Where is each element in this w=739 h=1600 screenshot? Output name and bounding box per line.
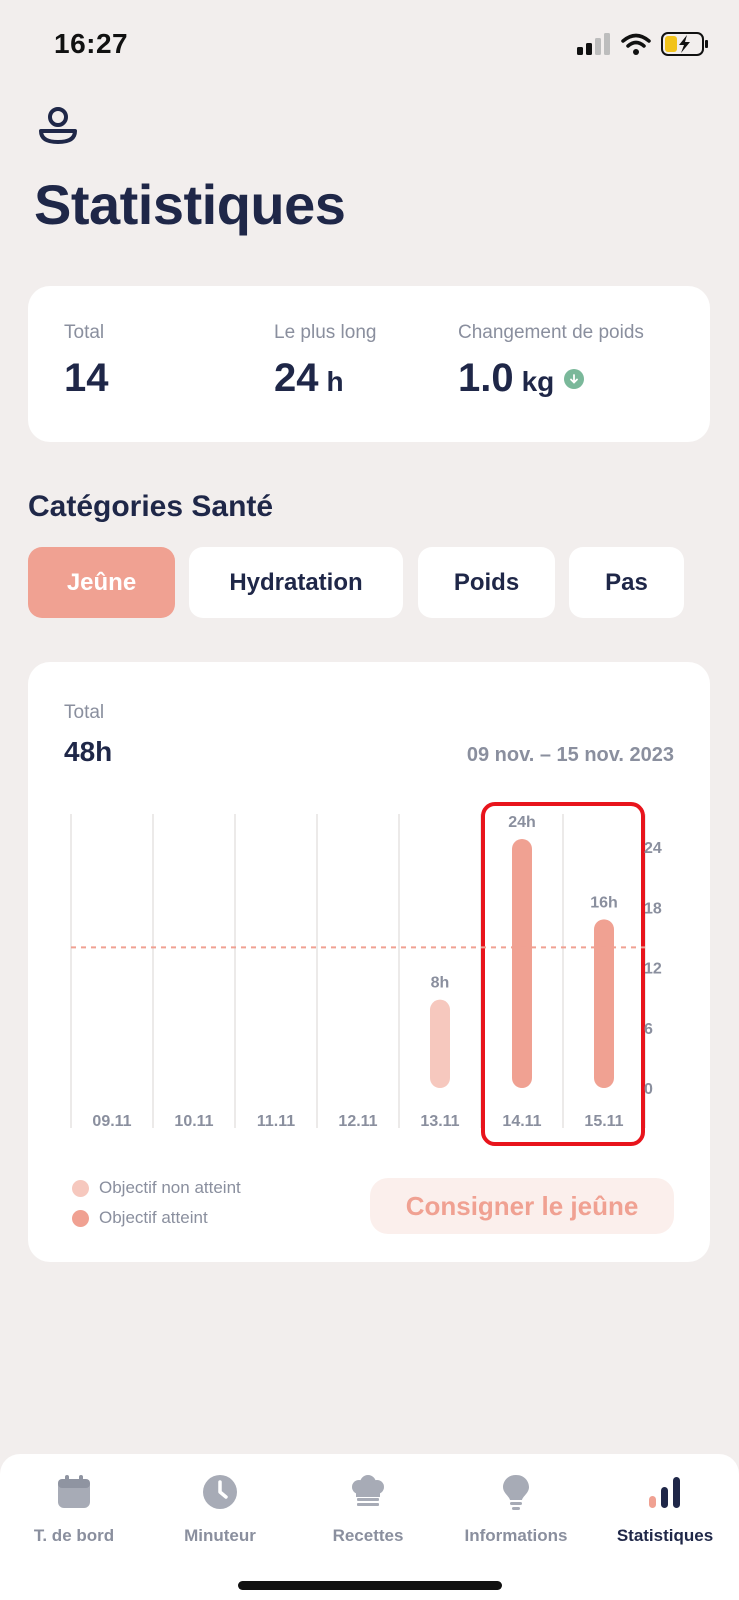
page-title: Statistiques [34,173,346,236]
chart-x-tick-12.11: 12.11 [338,1113,377,1130]
chart-x-tick-10.11: 10.11 [174,1113,213,1130]
tabbar-label-recipes: Recettes [332,1526,404,1545]
stat-total: Total 14 [64,322,109,401]
stat-longest-unit: h [326,366,344,397]
tabbar-label-statistics: Statistiques [616,1526,714,1545]
legend-label-reached: Objectif atteint [99,1208,208,1227]
chart-x-tick-14.11: 14.11 [502,1113,541,1130]
cellular-signal-icon [577,33,610,55]
calendar-icon [58,1475,90,1508]
chart-legend: Objectif non atteint Objectif atteint [72,1178,241,1238]
chart-bar-15.11 [594,919,614,1088]
status-icons [577,30,709,58]
tab-fasting[interactable]: Jeûne [28,547,175,618]
chart-value-label-13.11: 8h [431,975,450,992]
tabbar-label-timer: Minuteur [184,1526,256,1545]
tabbar-item-recipes[interactable]: Recettes [294,1468,442,1568]
stat-weight-label: Changement de poids [458,322,644,343]
legend-dot-not-reached [72,1179,89,1197]
tabbar-label-dashboard: T. de bord [33,1526,115,1545]
stat-longest: Le plus long 24 h [274,322,376,401]
tabbar-item-dashboard[interactable]: T. de bord [0,1468,148,1568]
status-bar: 16:27 [0,0,739,90]
stat-weight-change: Changement de poids 1.0 kg [458,322,644,401]
home-indicator [238,1581,502,1590]
legend-dot-reached [72,1209,89,1227]
chart-x-tick-11.11: 11.11 [257,1113,295,1130]
tabbar-item-timer[interactable]: Minuteur [146,1468,294,1568]
chart-value-label-14.11: 24h [508,814,536,831]
chart-y-tick-18: 18 [644,900,662,917]
bottom-tab-bar: T. de bord Minuteur Recettes Information… [0,1454,739,1600]
chart-x-tick-09.11: 09.11 [92,1113,131,1130]
chart-x-tick-15.11: 15.11 [584,1113,623,1130]
chart-total-label: Total [64,702,105,723]
tabbar-item-statistics[interactable]: Statistiques [591,1468,739,1568]
summary-card: Total 14 Le plus long 24 h Changement de… [28,286,710,442]
chart-value-label-15.11: 16h [590,894,618,911]
fasting-chart-card: Total 48h 09 nov. – 15 nov. 2023 09.11 10… [28,662,710,1262]
chart-highlight-box [481,802,645,1146]
chart-date-range: 09 nov. – 15 nov. 2023 [466,744,674,766]
legend-item-reached: Objectif atteint [72,1208,241,1228]
chef-hat-icon [352,1475,384,1506]
categories-title: Catégories Santé [28,490,274,523]
stat-total-value: 14 [64,356,109,400]
stat-total-label: Total [64,322,105,343]
bar-chart-icon [649,1477,680,1508]
log-fast-button[interactable]: Consigner le jeûne [370,1178,674,1234]
chart-y-tick-12: 12 [644,961,662,978]
chart-bar-13.11 [430,999,450,1088]
chart-bar-14.11 [512,839,532,1088]
lightbulb-icon [503,1475,529,1510]
battery-icon [661,32,708,56]
tab-weight[interactable]: Poids [418,547,555,618]
chart-total-value: 48h [64,736,113,767]
profile-icon[interactable] [36,104,80,148]
arrow-down-icon [564,368,585,389]
stat-weight-value: 1.0 [458,356,514,400]
tabbar-item-information[interactable]: Informations [442,1468,590,1568]
stat-longest-value: 24 [274,356,319,400]
wifi-icon [621,33,651,55]
stat-longest-label: Le plus long [274,322,377,343]
chart-y-tick-0: 0 [644,1081,653,1098]
stat-weight-unit: kg [521,366,555,397]
tab-steps[interactable]: Pas [569,547,684,618]
chart-x-tick-13.11: 13.11 [420,1113,459,1130]
tab-hydration[interactable]: Hydratation [189,547,403,618]
legend-item-not-reached: Objectif non atteint [72,1178,241,1198]
chart-y-tick-6: 6 [644,1021,653,1038]
status-time: 16:27 [54,28,129,59]
clock-icon [203,1475,237,1509]
chart-y-tick-24: 24 [644,840,662,857]
legend-label-not-reached: Objectif non atteint [99,1178,241,1197]
tabbar-label-information: Informations [464,1526,568,1545]
fasting-bar-chart: 09.11 10.11 11.11 12.11 8h 13.11 24h 14.11 16h 15… [70,802,662,1146]
